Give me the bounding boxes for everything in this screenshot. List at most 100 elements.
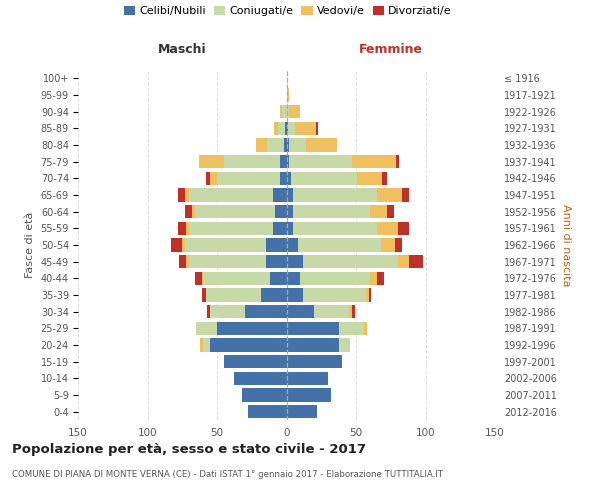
Text: Maschi: Maschi	[158, 43, 206, 56]
Bar	[316, 122, 319, 135]
Bar	[274, 122, 278, 135]
Bar	[210, 305, 245, 318]
Bar	[382, 172, 386, 185]
Bar	[185, 205, 192, 218]
Bar	[217, 322, 287, 335]
Bar	[224, 355, 287, 368]
Bar	[262, 288, 287, 302]
Bar	[370, 272, 377, 285]
Bar	[298, 238, 381, 252]
Bar	[285, 122, 287, 135]
Bar	[267, 138, 284, 151]
Bar	[287, 255, 303, 268]
Bar	[202, 288, 206, 302]
Bar	[289, 155, 352, 168]
Bar	[395, 238, 402, 252]
Bar	[377, 188, 402, 202]
Bar	[287, 388, 331, 402]
Bar	[242, 388, 287, 402]
Bar	[287, 138, 289, 151]
Bar	[202, 272, 203, 285]
Bar	[293, 205, 370, 218]
Bar	[272, 222, 287, 235]
Bar	[187, 222, 189, 235]
Bar	[178, 222, 187, 235]
Text: Femmine: Femmine	[359, 43, 423, 56]
Bar	[206, 172, 210, 185]
Bar	[280, 172, 287, 185]
Bar	[248, 405, 287, 418]
Bar	[178, 188, 185, 202]
Bar	[397, 155, 399, 168]
Bar	[377, 222, 398, 235]
Bar	[278, 122, 285, 135]
Bar	[203, 272, 270, 285]
Bar	[275, 205, 287, 218]
Bar	[195, 272, 202, 285]
Bar	[352, 305, 355, 318]
Bar	[287, 305, 314, 318]
Bar	[377, 272, 384, 285]
Bar	[189, 188, 272, 202]
Bar	[272, 188, 287, 202]
Bar	[189, 222, 272, 235]
Bar	[217, 172, 280, 185]
Bar	[287, 188, 293, 202]
Bar	[280, 105, 283, 118]
Bar	[287, 105, 289, 118]
Bar	[196, 322, 217, 335]
Bar	[284, 138, 287, 151]
Bar	[303, 255, 398, 268]
Bar	[189, 255, 266, 268]
Legend: Celibi/Nubili, Coniugati/e, Vedovi/e, Divorziati/e: Celibi/Nubili, Coniugati/e, Vedovi/e, Di…	[124, 6, 452, 16]
Text: Popolazione per età, sesso e stato civile - 2017: Popolazione per età, sesso e stato civil…	[12, 442, 366, 456]
Bar	[179, 255, 187, 268]
Y-axis label: Anni di nascita: Anni di nascita	[561, 204, 571, 286]
Text: COMUNE DI PIANA DI MONTE VERNA (CE) - Dati ISTAT 1° gennaio 2017 - Elaborazione : COMUNE DI PIANA DI MONTE VERNA (CE) - Da…	[12, 470, 443, 479]
Bar	[398, 222, 409, 235]
Y-axis label: Fasce di età: Fasce di età	[25, 212, 35, 278]
Bar	[266, 238, 287, 252]
Bar	[289, 105, 301, 118]
Bar	[210, 338, 287, 351]
Bar	[192, 205, 195, 218]
Bar	[340, 322, 364, 335]
Bar	[200, 338, 203, 351]
Bar	[287, 372, 328, 385]
Bar	[402, 188, 409, 202]
Bar	[364, 322, 367, 335]
Bar	[185, 188, 189, 202]
Bar	[195, 205, 275, 218]
Bar	[182, 238, 185, 252]
Bar	[370, 205, 386, 218]
Bar	[349, 305, 352, 318]
Bar	[199, 155, 224, 168]
Bar	[290, 172, 358, 185]
Bar	[266, 255, 287, 268]
Bar	[314, 305, 349, 318]
Bar	[288, 122, 295, 135]
Bar	[409, 255, 423, 268]
Bar	[295, 122, 316, 135]
Bar	[340, 338, 350, 351]
Bar	[381, 238, 395, 252]
Bar	[283, 105, 287, 118]
Bar	[289, 138, 306, 151]
Bar	[398, 255, 409, 268]
Bar	[207, 305, 210, 318]
Bar	[287, 355, 342, 368]
Bar	[293, 222, 377, 235]
Bar	[287, 122, 288, 135]
Bar	[366, 288, 368, 302]
Bar	[287, 405, 317, 418]
Bar	[187, 255, 189, 268]
Bar	[287, 338, 340, 351]
Bar	[245, 305, 287, 318]
Bar	[358, 172, 382, 185]
Bar	[287, 238, 298, 252]
Bar	[233, 372, 287, 385]
Bar	[287, 155, 289, 168]
Bar	[287, 88, 289, 102]
Bar	[386, 205, 394, 218]
Bar	[171, 238, 182, 252]
